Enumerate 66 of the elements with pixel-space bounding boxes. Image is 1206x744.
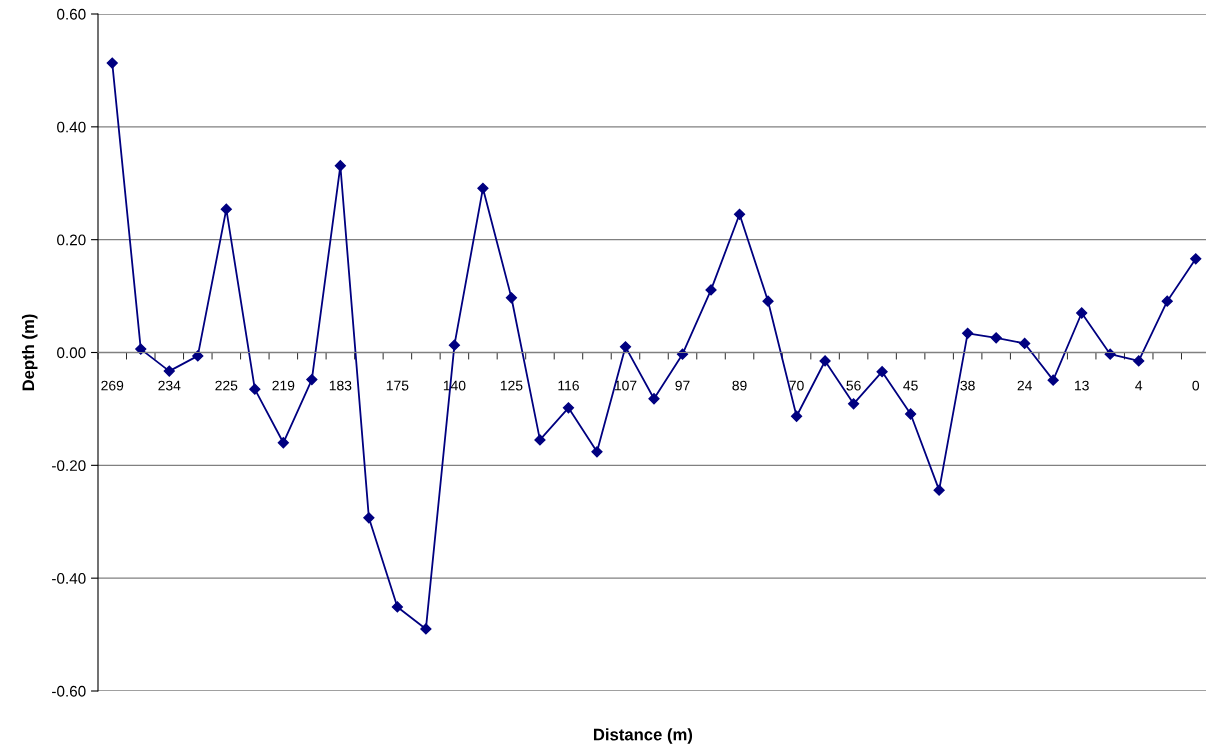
point <box>733 208 746 220</box>
point <box>135 343 147 355</box>
x-tick-label: 38 <box>960 380 975 391</box>
point <box>1161 295 1173 307</box>
x-tick-label: 125 <box>500 380 523 391</box>
y-tick-label: -0.20 <box>52 460 86 472</box>
x-tick-label: 45 <box>903 380 918 391</box>
point <box>990 332 1002 344</box>
point <box>448 339 461 351</box>
point <box>847 398 860 410</box>
x-tick-label: 24 <box>1017 380 1032 391</box>
point <box>819 355 831 367</box>
x-tick-label: 116 <box>558 380 579 391</box>
point <box>306 373 318 386</box>
x-tick-label: 175 <box>386 380 409 391</box>
point <box>220 203 232 215</box>
point <box>391 601 403 613</box>
y-tick-label: -0.60 <box>52 685 86 697</box>
x-tick-label: 13 <box>1075 380 1089 391</box>
point <box>334 160 346 172</box>
x-axis-title: Distance (m) <box>593 728 693 744</box>
x-tick-label: 4 <box>1135 380 1143 391</box>
point <box>591 446 603 458</box>
point <box>962 327 974 339</box>
point <box>1019 337 1031 350</box>
point <box>420 623 432 635</box>
point <box>1076 307 1088 319</box>
point <box>933 484 945 496</box>
y-tick-label: 0.40 <box>57 121 86 133</box>
point <box>477 182 489 194</box>
x-tick-label: 70 <box>789 380 804 391</box>
point <box>905 408 917 420</box>
y-tick-label: 0.00 <box>57 347 86 359</box>
point <box>1190 253 1202 265</box>
x-tick-label: 56 <box>846 380 861 391</box>
x-tick-label: 0 <box>1192 380 1200 391</box>
point <box>192 350 204 362</box>
point <box>648 393 660 405</box>
y-tick-label: 0.60 <box>57 8 86 20</box>
point <box>790 410 803 422</box>
point <box>619 341 632 353</box>
point <box>534 434 546 446</box>
point <box>363 512 375 524</box>
point <box>277 437 289 449</box>
y-axis-title: Depth (m) <box>21 314 38 391</box>
point <box>163 365 175 377</box>
point <box>505 292 518 304</box>
y-tick-label: -0.40 <box>52 573 86 584</box>
point <box>106 57 118 69</box>
point <box>876 366 888 378</box>
point <box>562 402 575 414</box>
y-tick-label: 0.20 <box>57 234 86 246</box>
x-tick-label: 97 <box>675 380 690 391</box>
point <box>249 383 261 395</box>
point <box>676 348 689 360</box>
x-tick-label: 234 <box>158 380 181 391</box>
point <box>1047 374 1059 386</box>
x-tick-label: 219 <box>272 380 295 391</box>
point <box>705 284 717 296</box>
x-tick-label: 225 <box>215 380 238 391</box>
x-tick-label: 89 <box>732 380 747 391</box>
point <box>762 295 774 307</box>
x-tick-label: 183 <box>329 380 352 391</box>
x-tick-label: 269 <box>101 380 124 391</box>
x-tick-label: 107 <box>614 380 637 391</box>
point <box>1133 355 1145 367</box>
